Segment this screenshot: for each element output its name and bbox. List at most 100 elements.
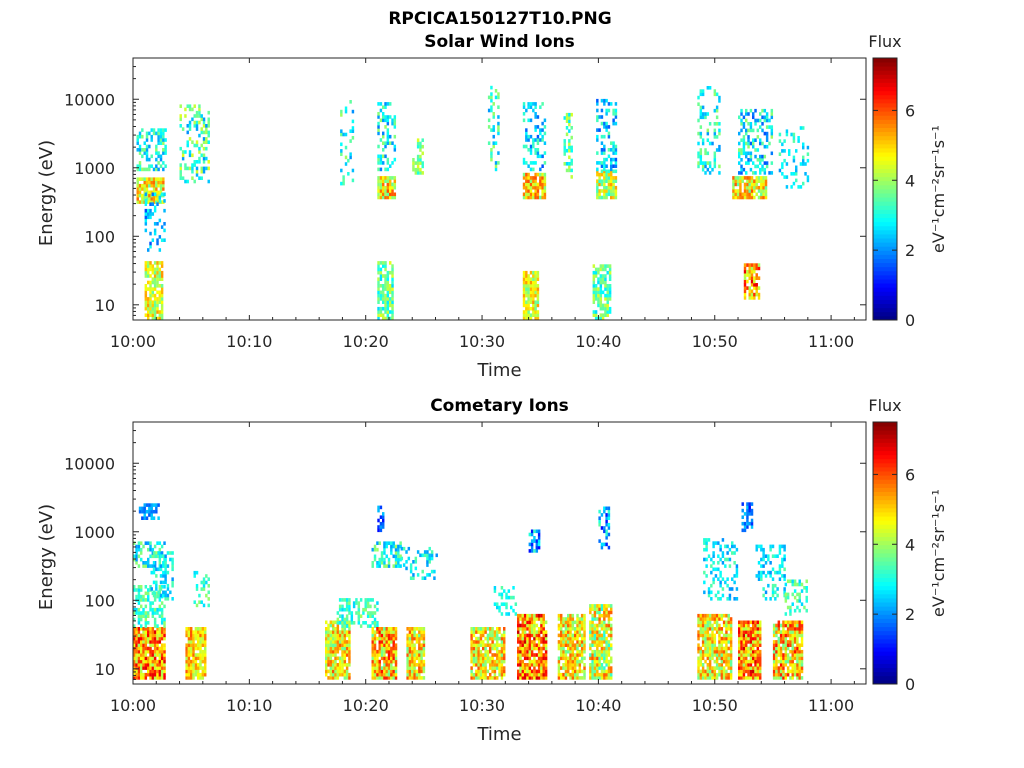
heatmap-cell (718, 623, 721, 628)
heatmap-cell (406, 666, 409, 670)
heatmap-cell (743, 192, 747, 197)
heatmap-cell (718, 164, 721, 169)
heatmap-cell (390, 676, 393, 680)
heatmap-cell (578, 663, 582, 667)
heatmap-cell (145, 148, 149, 152)
heatmap-cell (718, 646, 721, 651)
heatmap-cell (160, 293, 164, 298)
heatmap-cell (153, 633, 157, 638)
heatmap-cell (377, 518, 380, 523)
heatmap-cell (610, 607, 613, 611)
heatmap-cell (392, 669, 395, 674)
heatmap-cell (149, 297, 152, 301)
heatmap-cell (158, 557, 162, 562)
heatmap-cell (598, 115, 601, 119)
heatmap-cell (752, 115, 755, 120)
heatmap-cell (713, 653, 717, 657)
heatmap-cell (393, 134, 397, 139)
heatmap-cell (571, 676, 575, 680)
heatmap-cell (145, 134, 149, 139)
heatmap-cell (567, 656, 570, 661)
heatmap-cell (603, 529, 606, 534)
heatmap-cell (137, 656, 141, 661)
heatmap-cell (796, 633, 799, 638)
heatmap-cell (769, 597, 772, 601)
heatmap-cell (605, 542, 608, 547)
heatmap-cell (738, 131, 741, 136)
heatmap-cell (749, 122, 753, 126)
heatmap-cell (390, 669, 393, 674)
heatmap-cell (343, 640, 347, 644)
heatmap-cell (527, 313, 530, 317)
heatmap-cell (205, 166, 208, 171)
heatmap-cell (785, 185, 789, 189)
heatmap-cell (750, 192, 754, 197)
heatmap-cell (598, 636, 601, 641)
heatmap-cell (141, 177, 144, 181)
heatmap-cell (153, 316, 157, 321)
heatmap-cell (522, 293, 526, 298)
heatmap-cell (600, 633, 604, 638)
heatmap-cell (533, 620, 536, 625)
heatmap-cell (503, 666, 506, 670)
heatmap-cell (138, 134, 142, 139)
heatmap-cell (530, 549, 534, 553)
heatmap-cell (500, 586, 504, 590)
heatmap-cell (749, 627, 753, 631)
heatmap-cell (604, 284, 607, 288)
heatmap-cell (603, 623, 606, 628)
heatmap-cell (527, 102, 530, 106)
heatmap-cell (423, 553, 427, 558)
heatmap-cell (757, 296, 761, 300)
heatmap-cell (542, 613, 545, 618)
heatmap-cell (519, 659, 522, 664)
heatmap-cell (762, 570, 765, 575)
heatmap-cell (412, 573, 415, 577)
heatmap-cell (536, 138, 540, 142)
heatmap-cell (207, 110, 210, 115)
heatmap-cell (521, 676, 525, 680)
heatmap-cell (150, 190, 153, 195)
heatmap-cell (593, 613, 597, 618)
heatmap-cell (144, 222, 148, 226)
heatmap-cell (387, 649, 391, 654)
heatmap-cell (147, 656, 150, 661)
heatmap-cell (754, 164, 757, 169)
heatmap-cell (529, 300, 533, 304)
heatmap-cell (397, 561, 400, 565)
heatmap-cell (747, 666, 750, 670)
heatmap-cell (408, 653, 412, 657)
heatmap-cell (567, 636, 570, 641)
heatmap-cell (527, 290, 530, 295)
heatmap-cell (164, 151, 167, 155)
heatmap-cell (706, 633, 710, 638)
heatmap-cell (155, 151, 158, 155)
heatmap-cell (144, 633, 148, 638)
heatmap-cell (592, 290, 596, 295)
heatmap-cell (543, 161, 547, 165)
heatmap-cell (735, 574, 739, 578)
heatmap-cell (185, 676, 188, 680)
heatmap-cell (786, 595, 790, 600)
heatmap-cell (348, 676, 351, 680)
heatmap-cell (591, 613, 594, 618)
heatmap-cell (144, 653, 148, 657)
heatmap-cell (376, 541, 379, 545)
heatmap-cell (757, 195, 761, 200)
heatmap-cell (521, 649, 525, 654)
heatmap-cell (336, 672, 340, 677)
heatmap-cell (144, 300, 148, 304)
heatmap-cell (526, 649, 529, 654)
heatmap-cell (389, 176, 392, 180)
heatmap-cell (701, 164, 705, 169)
heatmap-cell (589, 669, 592, 674)
heatmap-cell (377, 284, 380, 288)
heatmap-cell (783, 158, 786, 163)
heatmap-cell (772, 666, 776, 670)
heatmap-cell (332, 653, 335, 657)
heatmap-cell (135, 659, 138, 664)
heatmap-cell (186, 143, 189, 148)
heatmap-cell (708, 623, 712, 628)
heatmap-cell (537, 656, 541, 661)
